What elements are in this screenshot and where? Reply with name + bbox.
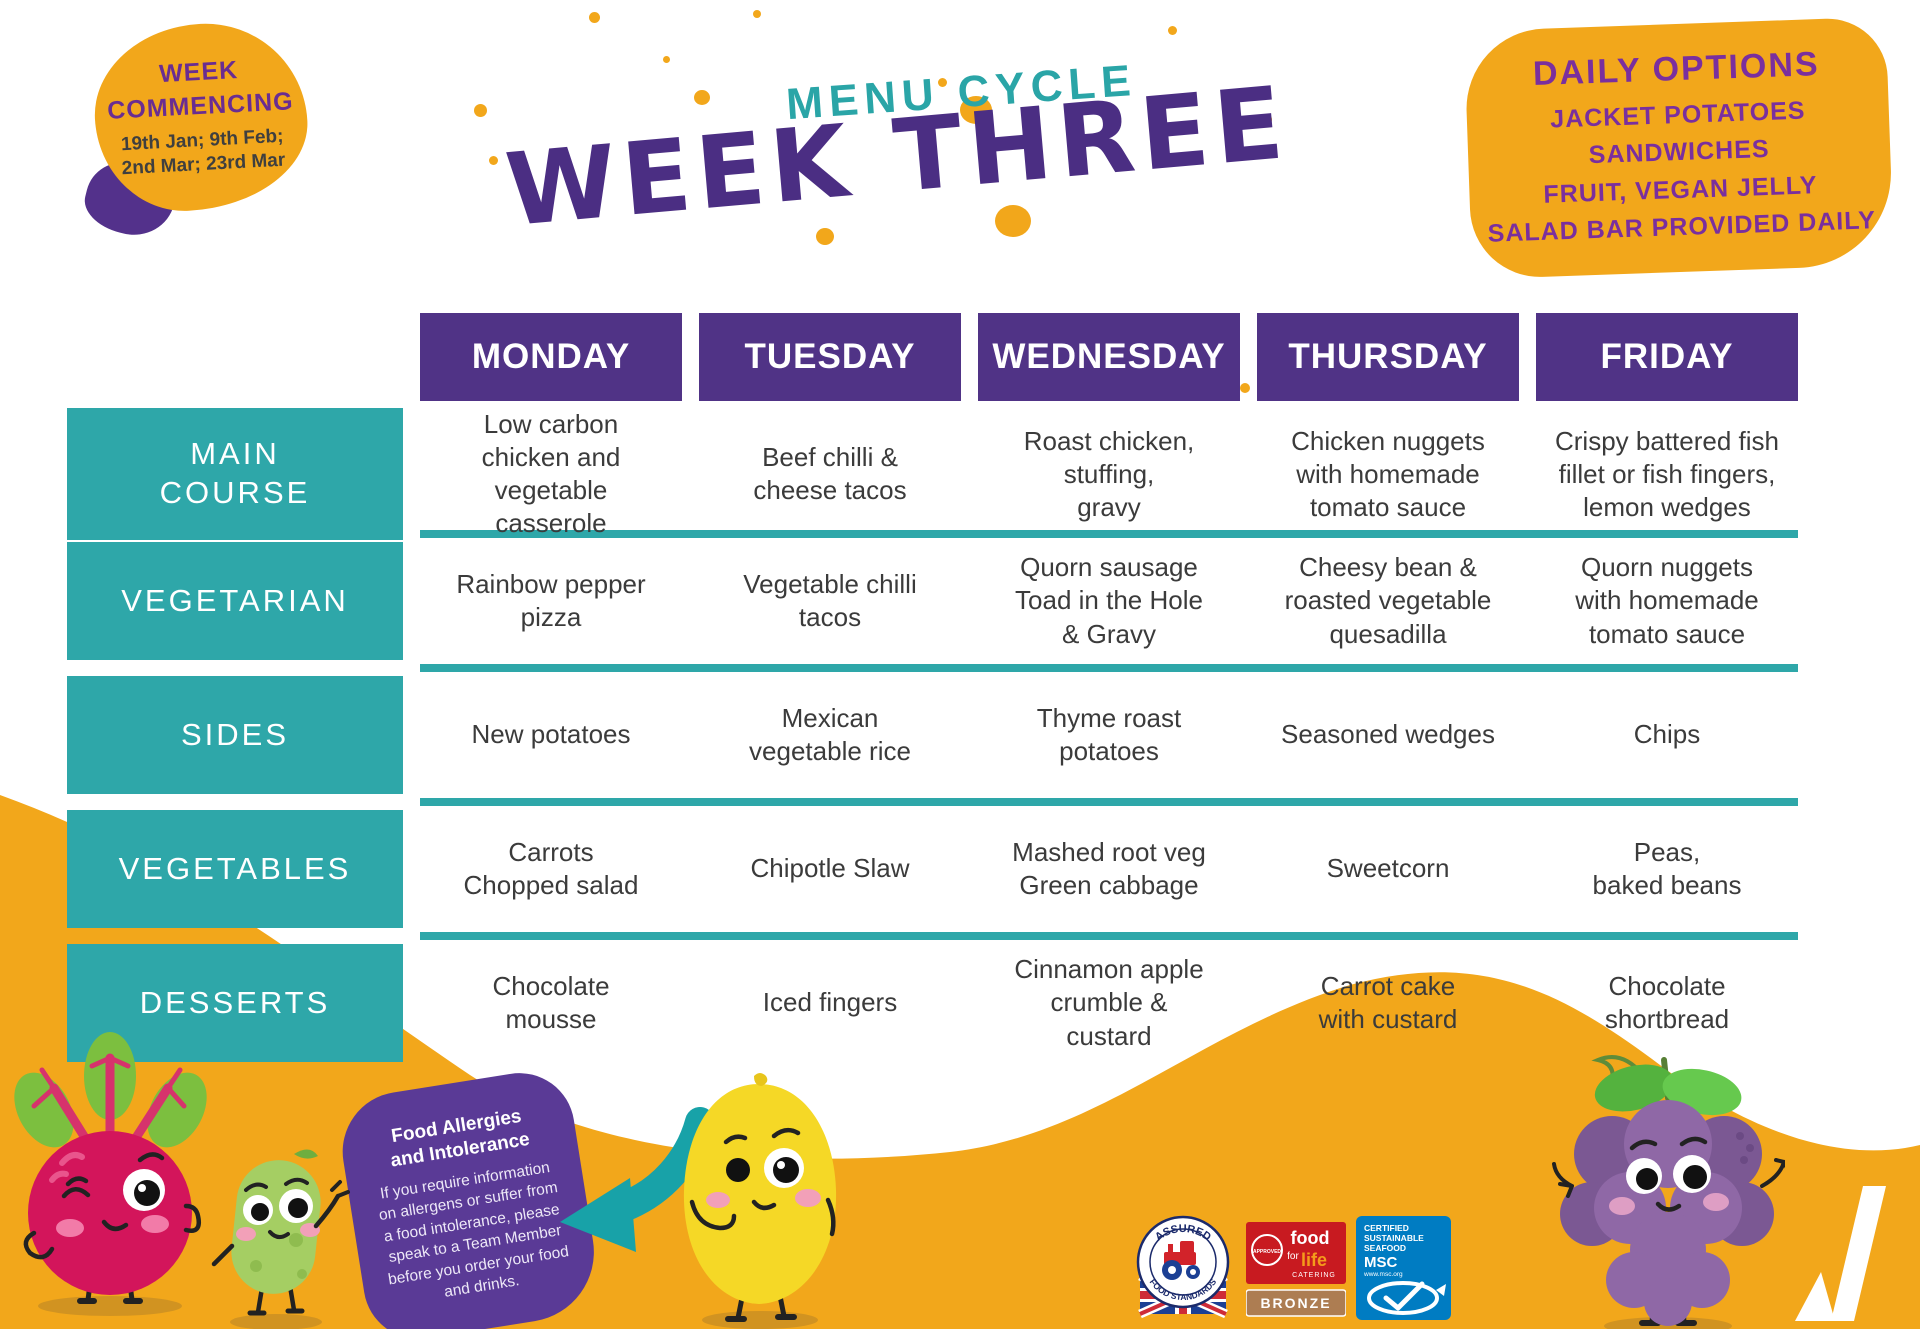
food-for-life-logo: APPROVED food for life CATERING BRONZE xyxy=(1246,1222,1346,1317)
daily-options-title: DAILY OPTIONS xyxy=(1532,44,1821,93)
menu-cell: Carrot cake with custard xyxy=(1318,970,1458,1034)
daily-options-blob: DAILY OPTIONS JACKET POTATOES SANDWICHES… xyxy=(1463,16,1895,280)
paint-splatter-dot xyxy=(663,56,670,63)
ffl-word-food: food xyxy=(1291,1228,1330,1248)
menu-cell: Mexican vegetable rice xyxy=(749,702,911,766)
row-divider xyxy=(420,664,1798,672)
paint-splatter-dot xyxy=(816,228,834,245)
menu-cell: Roast chicken, stuffing, gravy xyxy=(1023,425,1195,522)
menu-cell: Chipotle Slaw xyxy=(750,853,910,884)
menu-cell: Peas, baked beans xyxy=(1592,836,1742,900)
row-label-sides: SIDES xyxy=(67,676,403,794)
paint-splatter-dot xyxy=(474,104,487,117)
day-header-friday: FRIDAY xyxy=(1536,313,1798,401)
menu-table: MONDAY TUESDAY WEDNESDAY THURSDAY FRIDAY… xyxy=(67,313,1798,1062)
msc-line2: SUSTAINABLE xyxy=(1364,1233,1424,1243)
grapes-character xyxy=(1552,1055,1785,1329)
menu-cell: New potatoes xyxy=(471,719,631,750)
week-commencing-title: WEEK COMMENCING xyxy=(106,56,295,125)
menu-cell: Crispy battered fish fillet or fish fing… xyxy=(1555,425,1779,522)
paint-splatter-dot xyxy=(640,146,649,155)
row-divider xyxy=(420,932,1798,940)
menu-cell: Thyme roast potatoes xyxy=(1036,702,1182,766)
row-label-main-course: MAIN COURSE xyxy=(67,408,403,541)
menu-cell: Sweetcorn xyxy=(1326,853,1450,884)
menu-row-main-course: MAIN COURSE Low carbon chicken and veget… xyxy=(67,408,1798,541)
menu-cell: Cinnamon apple crumble & custard xyxy=(1014,954,1204,1051)
paint-splatter-dot xyxy=(995,205,1031,237)
menu-cell: Vegetable chilli tacos xyxy=(743,568,917,632)
paint-splatter-dot xyxy=(694,90,710,105)
row-divider xyxy=(420,798,1798,806)
row-label-vegetarian: VEGETARIAN xyxy=(67,542,403,660)
msc-brand: MSC xyxy=(1364,1254,1398,1271)
row-divider xyxy=(420,530,1798,538)
menu-row-desserts: DESSERTS Chocolate mousse Iced fingers C… xyxy=(67,944,1798,1062)
paint-splatter-dot xyxy=(489,156,498,165)
menu-cell: Quorn sausage Toad in the Hole & Gravy xyxy=(1015,552,1203,649)
menu-cell: Chocolate mousse xyxy=(492,970,610,1034)
day-header-tuesday: TUESDAY xyxy=(699,313,961,401)
day-header-wednesday: WEDNESDAY xyxy=(978,313,1240,401)
menu-cell: Rainbow pepper pizza xyxy=(456,568,646,632)
menu-row-vegetables: VEGETABLES Carrots Chopped salad Chipotl… xyxy=(67,810,1798,928)
ffl-stamp-text: APPROVED xyxy=(1253,1249,1281,1255)
ffl-badge-bronze: BRONZE xyxy=(1260,1295,1331,1311)
menu-cell: Chocolate shortbread xyxy=(1604,970,1730,1034)
msc-logo: CERTIFIED SUSTAINABLE SEAFOOD MSC www.ms… xyxy=(1356,1216,1451,1320)
paint-splatter-dot xyxy=(1168,26,1177,35)
menu-cell: Chicken nuggets with homemade tomato sau… xyxy=(1291,425,1485,522)
aspens-a-logo xyxy=(1795,1186,1886,1321)
row-label-vegetables: VEGETABLES xyxy=(67,810,403,928)
beetroot-character xyxy=(14,1032,207,1316)
daily-option: SANDWICHES xyxy=(1588,134,1770,170)
ffl-word-life: life xyxy=(1301,1250,1327,1270)
day-header-row: MONDAY TUESDAY WEDNESDAY THURSDAY FRIDAY xyxy=(420,313,1798,401)
assured-food-standards-logo: ASSURED FOOD STANDARDS xyxy=(1136,1215,1230,1319)
menu-cell: Low carbon chicken and vegetable cassero… xyxy=(481,409,621,539)
menu-cell: Carrots Chopped salad xyxy=(463,836,639,900)
menu-row-sides: SIDES New potatoes Mexican vegetable ric… xyxy=(67,676,1798,794)
menu-cell: Beef chilli & cheese tacos xyxy=(753,442,907,506)
menu-cell: Cheesy bean & roasted vegetable quesadil… xyxy=(1284,552,1492,649)
menu-cell: Chips xyxy=(1633,719,1701,750)
msc-line3: SEAFOOD xyxy=(1364,1243,1406,1253)
paint-splatter-dot xyxy=(938,78,947,87)
msc-url: www.msc.org xyxy=(1363,1271,1403,1278)
allergy-note-body: If you require information on allergens … xyxy=(377,1159,570,1301)
paint-splatter-dot xyxy=(1240,383,1250,393)
day-header-monday: MONDAY xyxy=(420,313,682,401)
menu-cell: Quorn nuggets with homemade tomato sauce xyxy=(1575,552,1759,649)
paint-splatter-dot xyxy=(589,12,600,23)
paint-splatter-dot xyxy=(960,96,992,124)
msc-line1: CERTIFIED xyxy=(1364,1223,1409,1233)
day-header-thursday: THURSDAY xyxy=(1257,313,1519,401)
menu-cell: Seasoned wedges xyxy=(1281,719,1495,750)
ffl-word-for: for xyxy=(1287,1251,1299,1262)
paint-splatter-dot xyxy=(1261,114,1272,125)
menu-cell: Mashed root veg Green cabbage xyxy=(1012,836,1206,900)
menu-cell: Iced fingers xyxy=(762,987,898,1018)
paint-splatter-dot xyxy=(753,10,761,18)
ffl-word-catering: CATERING xyxy=(1292,1272,1336,1279)
menu-row-vegetarian: VEGETARIAN Rainbow pepper pizza Vegetabl… xyxy=(67,542,1798,660)
bean-character xyxy=(211,1149,350,1329)
week-commencing-dates: 19th Jan; 9th Feb; 2nd Mar; 23rd Mar xyxy=(120,125,286,180)
lemon-character xyxy=(683,1073,837,1329)
